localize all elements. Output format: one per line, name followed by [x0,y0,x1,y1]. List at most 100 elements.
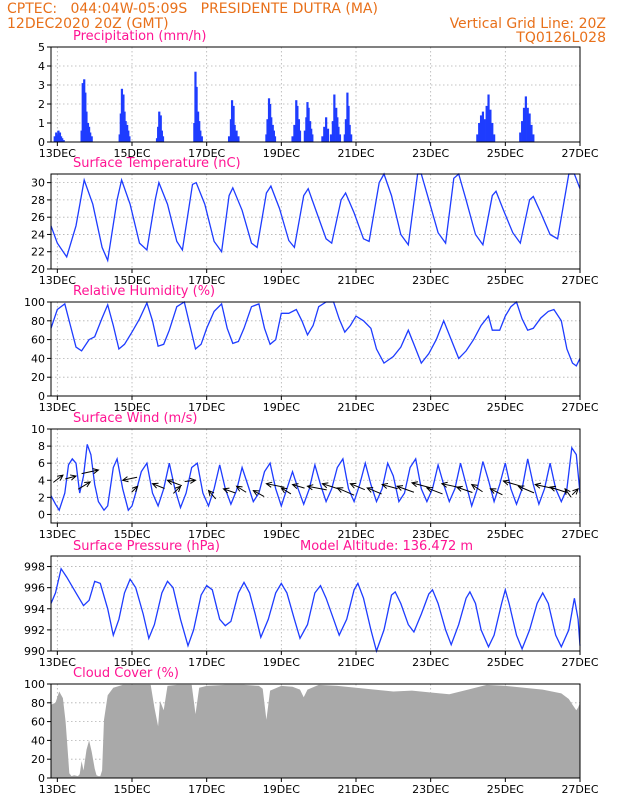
precip-xtick-label: 23DEC [412,147,449,160]
precip-ytick-label: 1 [38,117,45,130]
precip-bar [298,130,302,142]
cloud-xtick-label: 17DEC [188,783,225,796]
precip-bar [273,136,277,142]
wind-vector-head [207,489,215,497]
rh-ytick-label: 0 [38,390,45,403]
rh-ytick-label: 20 [31,371,45,384]
rh-ytick-label: 60 [31,334,45,347]
cloud-xtick-label: 27DEC [561,783,598,796]
wind-vector [518,485,535,494]
wind-vector-head [502,479,510,486]
wind-vector-head [381,482,389,489]
precip-bar [521,121,524,142]
pres-frame [50,555,581,652]
wind-vector-head [564,487,571,495]
precip-frame [50,46,581,143]
temp-xtick-label: 13DEC [39,274,76,287]
precip-bar [199,130,202,142]
precip-bar [198,121,201,142]
precip-bar [85,111,88,142]
temp-ytick-label: 30 [31,177,45,190]
wind-ytick-label: 2 [38,491,45,504]
wind-vector-head [410,481,418,488]
wind-vector-head [549,485,557,492]
pres-xtick-label: 13DEC [39,656,76,669]
precip-bar [295,100,298,142]
precip-bar [476,134,479,142]
wind-vector-head [572,488,579,495]
precip-ytick-label: 0 [38,136,45,149]
precip-bar [157,126,160,142]
cloud-xtick-label: 21DEC [337,783,374,796]
precip-ytick-label: 2 [38,98,45,111]
wind-ytick-label: 4 [38,474,45,487]
precip-bar [485,105,488,142]
wind-frame [50,428,581,524]
cloud-frame [50,683,581,779]
precip-bar [80,130,83,142]
precip-xtick-label: 19DEC [263,147,300,160]
rh-ytick-label: 40 [31,352,45,365]
precip-bar [123,111,126,142]
precip-bar [122,94,125,142]
cloud-area [51,684,580,778]
precip-bar [532,134,535,142]
station-line: CPTEC: 044:04W-05:09S PRESIDENTE DUTRA (… [7,1,378,17]
wind-vector-head [291,483,299,489]
precip-bar [311,134,314,142]
precip-bar [87,126,91,142]
rh-xtick-label: 17DEC [188,401,225,414]
precip-bar [479,115,483,142]
wind-vector-head [366,487,374,493]
wind-vector-head [425,486,433,493]
precip-ytick-label: 4 [38,60,45,73]
wind-vector [131,485,138,493]
wind-vector [53,474,64,483]
wind-vector-head [280,487,288,494]
precip-bar [487,94,490,142]
pres-series-line [50,567,581,654]
precip-bar [84,92,87,142]
wind-vector [411,482,431,489]
precip-bar [325,117,328,142]
wind-ytick-label: 0 [38,508,45,521]
precip-bar [526,107,529,142]
wind-vector-head [174,485,182,493]
pres-xtick-label: 15DEC [113,656,150,669]
wind-vector [456,486,473,493]
precip-bar [483,119,486,142]
wind-vector-head [189,477,197,484]
wind-vector [322,483,340,490]
pres-annotation: Model Altitude: 136.472 m [300,539,473,554]
temp-xtick-label: 15DEC [113,274,150,287]
temp-xtick-label: 21DEC [337,274,374,287]
wind-vector [167,479,183,487]
precip-bar [160,130,163,142]
wind-vector [396,485,415,493]
wind-vector-head [517,485,525,492]
model-code: TQ0126L028 [516,30,606,46]
precip-bar [271,124,274,142]
precip-xtick-label: 15DEC [113,147,150,160]
temp-xtick-label: 23DEC [412,274,449,287]
temp-ytick-label: 24 [31,228,45,241]
wind-xtick-label: 15DEC [113,528,150,541]
wind-vector [122,476,138,481]
precip-bar [83,79,86,142]
wind-vector-head [252,489,260,496]
cloud-ytick-label: 40 [31,734,45,747]
precip-bar [58,132,62,142]
precip-bar [230,100,234,142]
precip-ytick-label: 3 [38,79,45,92]
wind-vector [81,469,99,475]
pres-xtick-label: 25DEC [487,656,524,669]
rh-frame [50,301,581,397]
precip-bar [161,136,165,142]
wind-vector-head [455,485,463,492]
precip-bar [348,124,351,142]
precip-bar [303,130,306,142]
temp-ytick-label: 20 [31,263,45,276]
wind-vector-head [70,474,78,481]
wind-xtick-label: 25DEC [487,528,524,541]
wind-vector [564,488,572,498]
